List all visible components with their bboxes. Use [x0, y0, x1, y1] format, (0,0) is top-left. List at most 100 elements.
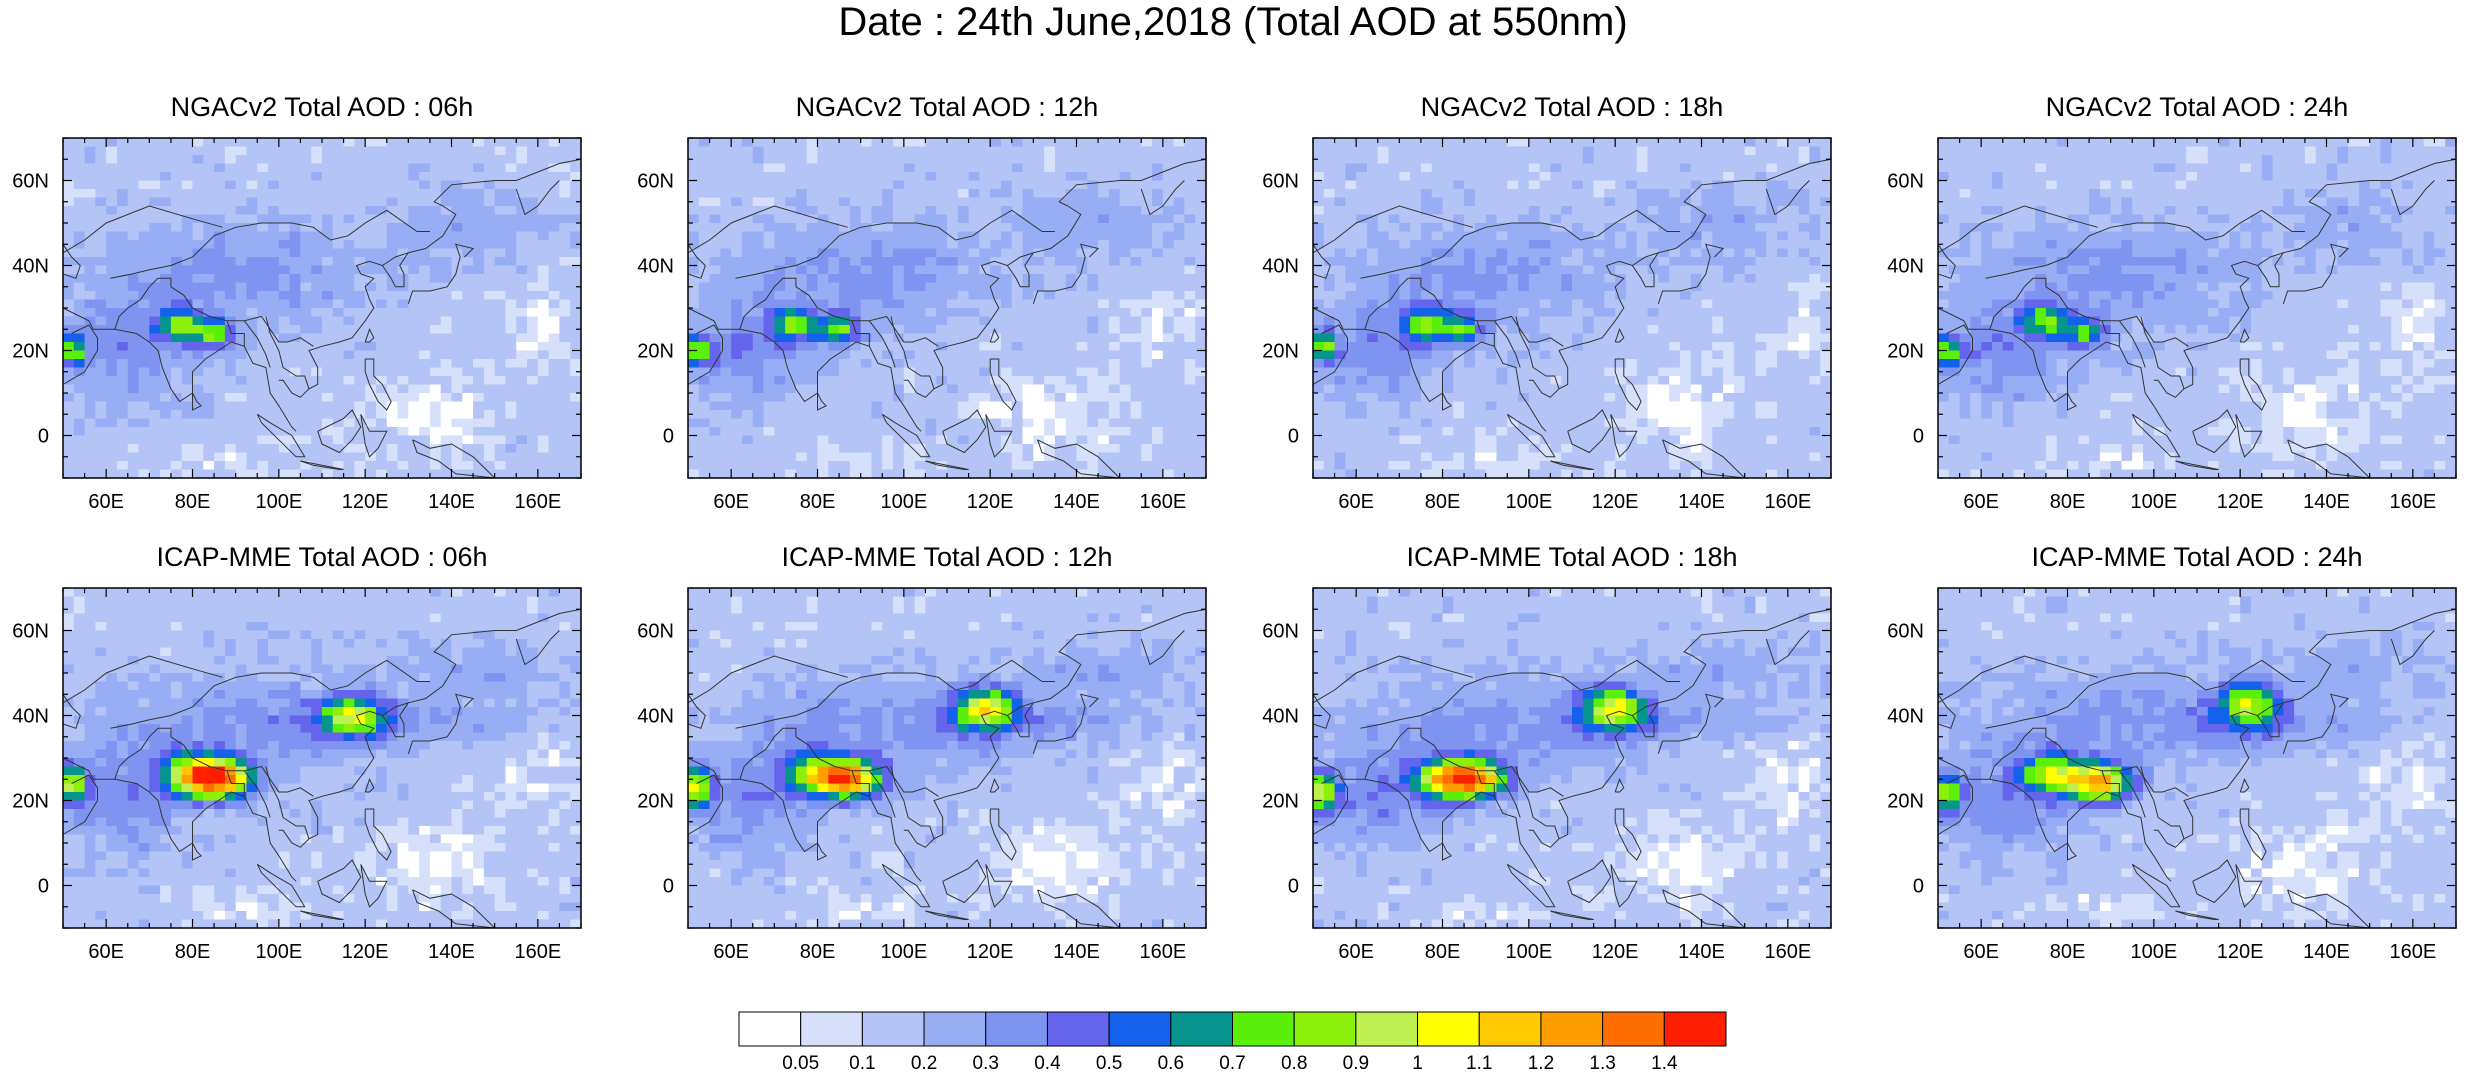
- colorbar-swatch: [1541, 1012, 1603, 1046]
- x-tick-label: 100E: [880, 491, 927, 513]
- colorbar-swatch: [1047, 1012, 1109, 1046]
- colorbar-swatch: [1109, 1012, 1171, 1046]
- colorbar-label: 0.6: [1141, 1054, 1201, 1074]
- x-tick-label: 140E: [428, 491, 475, 513]
- colorbar-label: 0.4: [1017, 1054, 1077, 1074]
- panel-title: ICAP-MME Total AOD : 18h: [1312, 542, 1832, 572]
- colorbar-swatch: [801, 1012, 863, 1046]
- colorbar-label: 0.9: [1326, 1054, 1386, 1074]
- y-tick-label: 20N: [1262, 341, 1299, 363]
- aod-field: [63, 138, 582, 479]
- x-tick-label: 80E: [1425, 941, 1461, 963]
- y-tick-label: 40N: [637, 256, 674, 278]
- y-tick-label: 20N: [637, 341, 674, 363]
- panel-title: ICAP-MME Total AOD : 06h: [62, 542, 582, 572]
- aod-field: [1938, 138, 2457, 479]
- y-tick-label: 60N: [637, 621, 674, 643]
- colorbar-swatch: [1664, 1012, 1726, 1046]
- x-tick-label: 100E: [2130, 941, 2177, 963]
- colorbar-swatch: [924, 1012, 986, 1046]
- colorbar-swatch: [1233, 1012, 1295, 1046]
- x-tick-label: 80E: [2050, 491, 2086, 513]
- x-tick-label: 160E: [514, 491, 561, 513]
- colorbar-swatch: [1294, 1012, 1356, 1046]
- colorbar-swatch: [1171, 1012, 1233, 1046]
- y-tick-label: 60N: [12, 621, 49, 643]
- x-tick-label: 160E: [1139, 491, 1186, 513]
- y-tick-label: 20N: [1887, 791, 1924, 813]
- x-tick-label: 120E: [967, 491, 1014, 513]
- y-tick-label: 40N: [1262, 256, 1299, 278]
- panel-title: NGACv2 Total AOD : 12h: [687, 92, 1207, 122]
- x-tick-label: 80E: [800, 941, 836, 963]
- y-tick-label: 60N: [12, 171, 49, 193]
- colorbar-swatch: [862, 1012, 924, 1046]
- aod-field: [688, 588, 1207, 929]
- colorbar-label: 1: [1388, 1054, 1448, 1074]
- y-tick-label: 20N: [12, 341, 49, 363]
- colorbar-swatch: [739, 1012, 801, 1046]
- x-tick-label: 80E: [2050, 941, 2086, 963]
- y-tick-label: 20N: [637, 791, 674, 813]
- y-tick-label: 0: [38, 876, 49, 898]
- colorbar-label: 1.1: [1449, 1054, 1509, 1074]
- y-tick-label: 20N: [1262, 791, 1299, 813]
- colorbar-label: 0.5: [1079, 1054, 1139, 1074]
- x-tick-label: 100E: [255, 941, 302, 963]
- x-tick-label: 160E: [2389, 491, 2436, 513]
- x-tick-label: 100E: [1505, 941, 1552, 963]
- x-tick-label: 80E: [175, 941, 211, 963]
- x-tick-label: 60E: [88, 491, 124, 513]
- y-tick-label: 60N: [1262, 621, 1299, 643]
- x-tick-label: 120E: [1592, 491, 1639, 513]
- colorbar-label: 0.2: [894, 1054, 954, 1074]
- x-tick-label: 140E: [1053, 941, 1100, 963]
- y-tick-label: 40N: [637, 706, 674, 728]
- aod-field: [1313, 138, 1832, 479]
- x-tick-label: 140E: [1678, 941, 1725, 963]
- y-tick-label: 40N: [1887, 256, 1924, 278]
- colorbar-label: 0.7: [1203, 1054, 1263, 1074]
- x-tick-label: 80E: [175, 491, 211, 513]
- colorbar-swatch: [1603, 1012, 1665, 1046]
- x-tick-label: 140E: [428, 941, 475, 963]
- y-tick-label: 20N: [1887, 341, 1924, 363]
- x-tick-label: 120E: [1592, 941, 1639, 963]
- y-tick-label: 40N: [12, 706, 49, 728]
- colorbar-swatch: [1356, 1012, 1418, 1046]
- aod-field: [1938, 588, 2457, 929]
- x-tick-label: 100E: [2130, 491, 2177, 513]
- x-tick-label: 120E: [2217, 941, 2264, 963]
- colorbar-label: 1.4: [1634, 1054, 1694, 1074]
- colorbar-label: 0.1: [832, 1054, 892, 1074]
- aod-field: [688, 138, 1207, 479]
- x-tick-label: 100E: [255, 491, 302, 513]
- panel-title: NGACv2 Total AOD : 24h: [1937, 92, 2457, 122]
- x-tick-label: 60E: [1963, 491, 1999, 513]
- colorbar-swatch: [1418, 1012, 1480, 1046]
- x-tick-label: 160E: [2389, 941, 2436, 963]
- colorbar-label: 0.05: [771, 1054, 831, 1074]
- y-tick-label: 60N: [1887, 621, 1924, 643]
- x-tick-label: 120E: [2217, 491, 2264, 513]
- x-tick-label: 120E: [967, 941, 1014, 963]
- y-tick-label: 0: [663, 426, 674, 448]
- y-tick-label: 0: [1913, 426, 1924, 448]
- x-tick-label: 120E: [342, 491, 389, 513]
- y-tick-label: 0: [38, 426, 49, 448]
- y-tick-label: 40N: [1262, 706, 1299, 728]
- x-tick-label: 160E: [1139, 941, 1186, 963]
- aod-field: [1313, 588, 1832, 929]
- x-tick-label: 80E: [800, 491, 836, 513]
- y-tick-label: 0: [663, 876, 674, 898]
- y-tick-label: 40N: [12, 256, 49, 278]
- x-tick-label: 100E: [880, 941, 927, 963]
- colorbar-swatch: [986, 1012, 1048, 1046]
